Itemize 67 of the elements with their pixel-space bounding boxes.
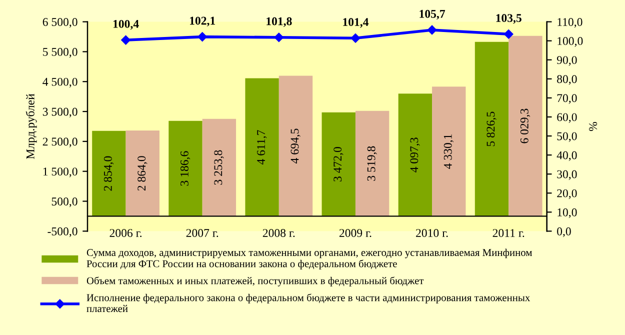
point xyxy=(427,25,437,35)
bar xyxy=(245,78,279,216)
data-label: 101,4 xyxy=(343,18,369,28)
x-tick-label: 2009 г. xyxy=(339,229,372,238)
y-tick-label: 1 500,0 xyxy=(43,168,78,178)
bar xyxy=(168,120,202,216)
data-label: 3 186,6 xyxy=(180,151,190,186)
data-label: 4 097,3 xyxy=(410,138,420,172)
y2-tick-label: 90,0 xyxy=(556,56,577,66)
x-tick-label: 2011 г. xyxy=(492,229,524,238)
y2-tick-label: 110,0 xyxy=(558,18,582,28)
y-tick-label: 4 500,0 xyxy=(42,78,78,88)
y2-tick-label: 60,0 xyxy=(557,113,577,123)
y2-tick-label: 30,0 xyxy=(557,170,577,180)
y-tick-label: 500,0 xyxy=(52,197,78,208)
y-tick-label: 2 500,0 xyxy=(42,138,78,148)
data-label: 3 519,8 xyxy=(367,146,377,181)
y2-tick-label: 70,0 xyxy=(557,94,577,104)
data-label: 4 611,7 xyxy=(257,130,267,164)
bar xyxy=(474,42,509,216)
data-label: 2 864,0 xyxy=(138,156,148,191)
data-label: 6 029,3 xyxy=(520,108,530,144)
data-label: 101,8 xyxy=(266,17,292,27)
bar xyxy=(278,76,313,216)
point xyxy=(198,32,207,42)
y2-tick-label: 10,0 xyxy=(558,208,577,218)
y-tick-label: 5 500,0 xyxy=(43,48,78,58)
point xyxy=(504,30,514,39)
bar xyxy=(126,130,160,216)
data-label: 3 472,0 xyxy=(334,147,344,182)
y2-tick-label: 100,0 xyxy=(558,37,583,47)
bar xyxy=(398,94,432,216)
y2-tick-label: 80,0 xyxy=(557,75,577,85)
y2-tick-label: 20,0 xyxy=(557,189,577,199)
x-tick-label: 2008 г. xyxy=(262,229,295,238)
legend-label: Исполнение федерального закона о федеральном бюджете в части администрирования таможенных платежей xyxy=(86,294,530,312)
y-tick-label: 6 500,0 xyxy=(42,18,78,28)
y-tick-label: -500,0 xyxy=(48,227,78,238)
data-label: 103,5 xyxy=(496,14,522,24)
data-label: 4 694,5 xyxy=(290,128,300,164)
bar xyxy=(508,36,542,216)
data-label: 3 253,8 xyxy=(214,150,224,185)
y2-tick-label: 0,0 xyxy=(557,227,571,238)
data-label: 2 854,0 xyxy=(104,156,114,191)
y-axis-title: Млрд.рублей xyxy=(26,94,37,159)
x-tick-label: 2010 г. xyxy=(416,229,448,238)
y2-tick-label: 40,0 xyxy=(556,151,577,161)
bar xyxy=(202,118,236,216)
x-tick-label: 2007 г. xyxy=(186,229,218,238)
bar xyxy=(92,130,126,216)
bar xyxy=(355,110,390,216)
bar xyxy=(322,112,356,216)
y2-axis-title: % xyxy=(589,122,598,131)
bar xyxy=(432,86,466,216)
data-label: 5 826,5 xyxy=(486,112,496,146)
point xyxy=(350,34,360,43)
data-label: 100,4 xyxy=(113,20,139,30)
y-tick-label: 3 500,0 xyxy=(42,108,78,118)
data-label: 102,1 xyxy=(190,16,216,26)
data-label: 4 330,1 xyxy=(444,134,454,169)
point xyxy=(121,35,130,45)
point xyxy=(274,32,284,42)
legend-label: Объем таможенных и иных платежей, поступивших в федеральный бюджет xyxy=(86,276,424,286)
data-label: 105,7 xyxy=(420,10,446,20)
x-tick-label: 2006 г. xyxy=(110,229,142,238)
legend-label: Сумма доходов, администрируемых таможенными органами, ежегодно устанавливаемая Минфином России для ФТС России на основании закона о федеральном бюджете xyxy=(86,248,532,270)
y2-tick-label: 50,0 xyxy=(557,132,577,142)
